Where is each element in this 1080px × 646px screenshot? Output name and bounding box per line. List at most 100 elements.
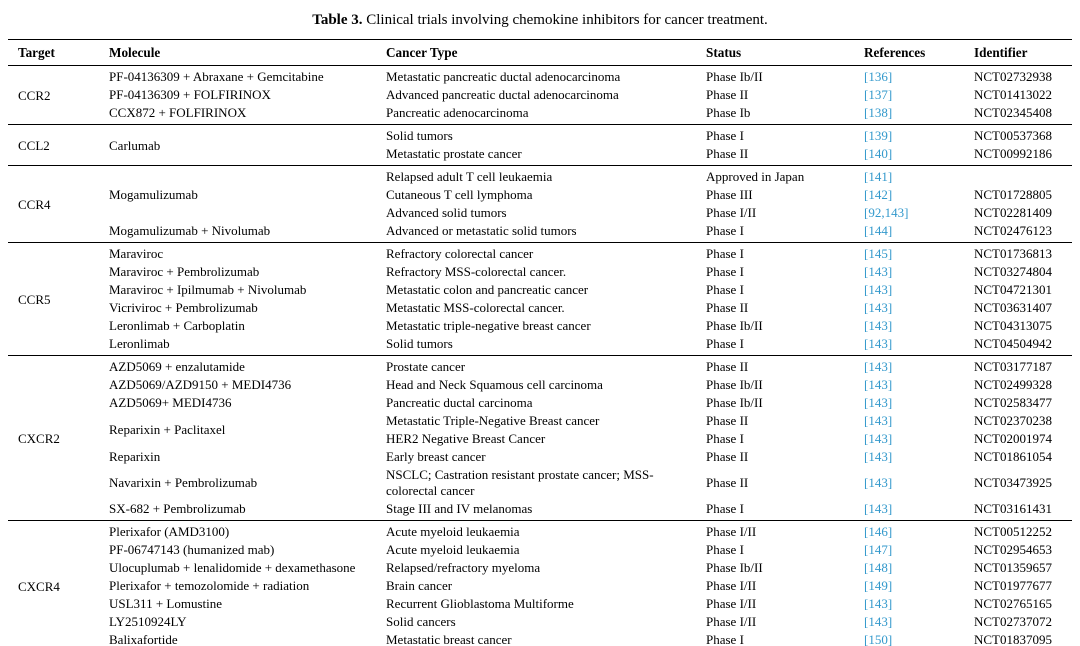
molecule-cell: PF-04136309 + FOLFIRINOX bbox=[109, 87, 271, 102]
reference-link[interactable]: 144 bbox=[868, 223, 888, 238]
identifier-cell bbox=[968, 165, 1072, 186]
references-cell: [92,143] bbox=[858, 204, 968, 222]
table-row: Reparixin + Paclitaxel Metastatic Triple-… bbox=[8, 412, 1072, 437]
references-cell: [148] bbox=[858, 559, 968, 577]
reference-link[interactable]: 143 bbox=[868, 431, 888, 446]
reference-link[interactable]: 143 bbox=[868, 377, 888, 392]
identifier-cell: NCT03473925 bbox=[974, 475, 1052, 490]
table-row: Navarixin + Pembrolizumab NSCLC; Castrati… bbox=[8, 466, 1072, 500]
reference-link[interactable]: 141 bbox=[868, 169, 888, 184]
reference-bracket: [144] bbox=[864, 223, 893, 238]
table-row: Ulocuplumab + lenalidomide + dexamethaso… bbox=[8, 559, 1072, 577]
table-row: CCX872 + FOLFIRINOX Pancreatic adenocarci… bbox=[8, 104, 1072, 125]
reference-bracket: [148] bbox=[864, 560, 893, 575]
molecule-cell: Mogamulizumab bbox=[103, 165, 380, 222]
identifier-cell: NCT03161431 bbox=[974, 501, 1052, 516]
reference-bracket: [143] bbox=[864, 336, 893, 351]
molecule-cell: Reparixin bbox=[109, 449, 161, 464]
molecule-cell: Maraviroc + Ipilmumab + Nivolumab bbox=[109, 282, 307, 297]
cancer-type-cell: Cutaneous T cell lymphoma bbox=[386, 187, 533, 202]
reference-bracket: [143] bbox=[864, 318, 893, 333]
reference-link[interactable]: 143 bbox=[868, 300, 888, 315]
cancer-type-cell: Head and Neck Squamous cell carcinoma bbox=[386, 377, 603, 392]
status-cell: Phase Ib/II bbox=[700, 65, 858, 86]
references-cell: [145] bbox=[858, 242, 968, 263]
reference-link[interactable]: 136 bbox=[868, 69, 888, 84]
table-row: Cutaneous T cell lymphoma Phase III [142] N… bbox=[8, 186, 1072, 204]
table-caption-label: Table 3. bbox=[312, 12, 363, 28]
status-cell: Phase I bbox=[700, 242, 858, 263]
reference-link[interactable]: 142 bbox=[868, 187, 888, 202]
reference-link[interactable]: 147 bbox=[868, 542, 888, 557]
table-row: Plerixafor + temozolomide + radiation Bra… bbox=[8, 577, 1072, 595]
reference-link[interactable]: 143 bbox=[868, 413, 888, 428]
reference-link[interactable]: 145 bbox=[868, 246, 888, 261]
reference-link[interactable]: 146 bbox=[868, 524, 888, 539]
references-cell: [147] bbox=[858, 541, 968, 559]
table-row: Maraviroc + Pembrolizumab Refractory MSS-… bbox=[8, 263, 1072, 281]
reference-link[interactable]: 92 bbox=[868, 205, 882, 220]
reference-link[interactable]: 143 bbox=[868, 336, 888, 351]
cancer-type-cell: Metastatic breast cancer bbox=[386, 632, 512, 646]
table-header: Target Molecule Cancer Type Status Reference… bbox=[8, 39, 1072, 66]
identifier-cell: NCT01837095 bbox=[974, 632, 1052, 646]
reference-link[interactable]: 143 bbox=[868, 596, 888, 611]
references-cell: [143] bbox=[858, 595, 968, 613]
status-cell: Phase II bbox=[706, 146, 749, 161]
table-row: Reparixin Early breast cancer Phase II [143… bbox=[8, 448, 1072, 466]
table-row: CXCR2 AZD5069 + enzalutamide Prostate canc… bbox=[8, 355, 1072, 521]
references-cell: [143] bbox=[858, 281, 968, 299]
reference-link[interactable]: 143 bbox=[884, 205, 905, 220]
molecule-cell: Leronlimab bbox=[109, 336, 170, 351]
reference-link[interactable]: 148 bbox=[868, 560, 888, 575]
status-cell: Phase II bbox=[706, 300, 749, 315]
reference-bracket: [143] bbox=[864, 596, 893, 611]
reference-link[interactable]: 137 bbox=[868, 87, 888, 102]
reference-bracket: [143] bbox=[864, 359, 893, 374]
identifier-cell: NCT04721301 bbox=[974, 282, 1052, 297]
table-row: LY2510924LY Solid cancers Phase I/II [143] N… bbox=[8, 613, 1072, 631]
reference-link[interactable]: 149 bbox=[868, 578, 888, 593]
reference-link[interactable]: 139 bbox=[868, 128, 888, 143]
reference-link[interactable]: 143 bbox=[868, 264, 888, 279]
references-cell: [143] bbox=[858, 394, 968, 412]
reference-link[interactable]: 143 bbox=[868, 475, 888, 490]
references-cell: [143] bbox=[858, 500, 968, 521]
identifier-cell: NCT02954653 bbox=[974, 542, 1052, 557]
status-cell: Phase II bbox=[706, 413, 749, 428]
reference-bracket: [139] bbox=[864, 128, 893, 143]
reference-link[interactable]: 143 bbox=[868, 318, 888, 333]
reference-bracket: [143] bbox=[864, 300, 893, 315]
reference-link[interactable]: 143 bbox=[868, 395, 888, 410]
reference-link[interactable]: 140 bbox=[868, 146, 888, 161]
identifier-cell: NCT01359657 bbox=[974, 560, 1052, 575]
reference-bracket: [149] bbox=[864, 578, 893, 593]
reference-link[interactable]: 143 bbox=[868, 501, 888, 516]
reference-link[interactable]: 138 bbox=[868, 105, 888, 120]
references-cell: [144] bbox=[858, 222, 968, 243]
reference-link[interactable]: 143 bbox=[868, 359, 888, 374]
reference-link[interactable]: 143 bbox=[868, 282, 888, 297]
reference-link[interactable]: 143 bbox=[868, 614, 888, 629]
table-row: Mogamulizumab + Nivolumab Advanced or met… bbox=[8, 222, 1072, 243]
table-header-row: Target Molecule Cancer Type Status Reference… bbox=[8, 39, 1072, 66]
status-cell: Phase Ib/II bbox=[706, 560, 763, 575]
cancer-type-cell: Prostate cancer bbox=[380, 355, 700, 376]
molecule-cell: Balixafortide bbox=[109, 632, 178, 646]
reference-bracket: [137] bbox=[864, 87, 893, 102]
cancer-type-cell: Brain cancer bbox=[386, 578, 453, 593]
table-row: Advanced solid tumors Phase I/II [92,143] N… bbox=[8, 204, 1072, 222]
references-cell: [143] bbox=[858, 376, 968, 394]
column-header-molecule: Molecule bbox=[103, 39, 380, 66]
status-cell: Phase Ib/II bbox=[706, 377, 763, 392]
identifier-cell: NCT01728805 bbox=[974, 187, 1052, 202]
target-cell: CCL2 bbox=[8, 124, 103, 166]
status-cell: Phase I/II bbox=[706, 614, 757, 629]
reference-bracket: [138] bbox=[864, 105, 893, 120]
reference-link[interactable]: 150 bbox=[868, 632, 888, 646]
status-cell: Phase I/II bbox=[700, 520, 858, 541]
reference-link[interactable]: 143 bbox=[868, 449, 888, 464]
cancer-type-cell: Relapsed/refractory myeloma bbox=[386, 560, 541, 575]
molecule-cell: LY2510924LY bbox=[109, 614, 187, 629]
molecule-cell: Plerixafor (AMD3100) bbox=[103, 520, 380, 541]
